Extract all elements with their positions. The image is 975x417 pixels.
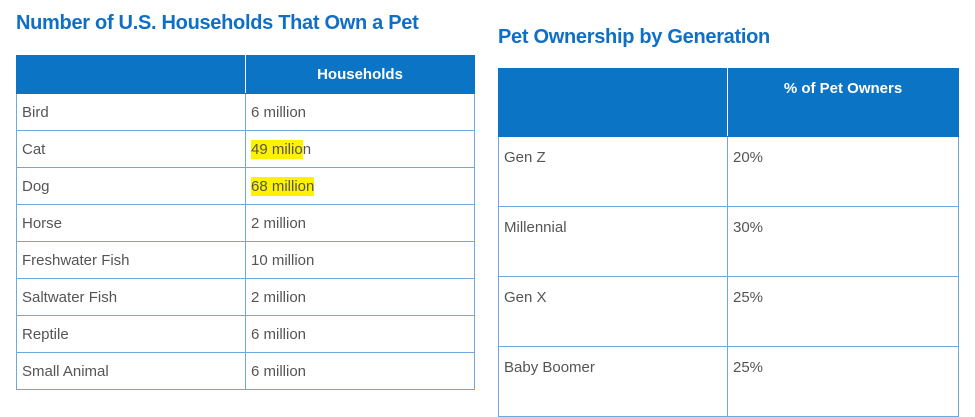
animal-cell: Freshwater Fish xyxy=(16,241,246,279)
table-row: Millennial 30% xyxy=(498,206,959,277)
highlighted-value: 49 milio xyxy=(251,139,303,159)
header-households: Households xyxy=(245,55,475,94)
generation-cell: Baby Boomer xyxy=(498,346,728,417)
generation-table: % of Pet Owners Gen Z 20% Millennial 30%… xyxy=(498,68,959,417)
households-cell: 6 million xyxy=(245,352,475,390)
table-row: Saltwater Fish 2 million xyxy=(16,278,475,316)
highlighted-value: 68 million xyxy=(251,176,315,196)
animal-cell: Small Animal xyxy=(16,352,246,390)
value-rest: n xyxy=(302,140,312,158)
table-row: Gen X 25% xyxy=(498,276,959,347)
header-generation xyxy=(498,68,728,137)
table-row: Dog 68 million xyxy=(16,167,475,205)
table-header-row: % of Pet Owners xyxy=(498,68,959,137)
table-row: Reptile 6 million xyxy=(16,315,475,353)
table-row: Horse 2 million xyxy=(16,204,475,242)
generation-table-title: Pet Ownership by Generation xyxy=(498,26,770,48)
animal-cell: Dog xyxy=(16,167,246,205)
households-cell: 6 million xyxy=(245,315,475,353)
animal-cell: Horse xyxy=(16,204,246,242)
table-row: Freshwater Fish 10 million xyxy=(16,241,475,279)
households-table: Households Bird 6 million Cat 49 milion … xyxy=(16,55,475,390)
table-row: Gen Z 20% xyxy=(498,136,959,207)
households-cell: 6 million xyxy=(245,93,475,131)
animal-cell: Reptile xyxy=(16,315,246,353)
households-table-title: Number of U.S. Households That Own a Pet xyxy=(16,12,419,34)
header-animal xyxy=(16,55,246,94)
households-cell: 2 million xyxy=(245,278,475,316)
generation-cell: Gen X xyxy=(498,276,728,347)
table-row: Baby Boomer 25% xyxy=(498,346,959,417)
percent-cell: 30% xyxy=(727,206,959,277)
households-cell: 2 million xyxy=(245,204,475,242)
animal-cell: Saltwater Fish xyxy=(16,278,246,316)
table-header-row: Households xyxy=(16,55,475,94)
percent-cell: 25% xyxy=(727,276,959,347)
animal-cell: Cat xyxy=(16,130,246,168)
percent-cell: 20% xyxy=(727,136,959,207)
households-cell: 10 million xyxy=(245,241,475,279)
households-cell: 49 milion xyxy=(245,130,475,168)
animal-cell: Bird xyxy=(16,93,246,131)
table-row: Cat 49 milion xyxy=(16,130,475,168)
households-cell: 68 million xyxy=(245,167,475,205)
generation-cell: Millennial xyxy=(498,206,728,277)
table-row: Small Animal 6 million xyxy=(16,352,475,390)
header-percent: % of Pet Owners xyxy=(727,68,959,137)
percent-cell: 25% xyxy=(727,346,959,417)
generation-cell: Gen Z xyxy=(498,136,728,207)
table-row: Bird 6 million xyxy=(16,93,475,131)
